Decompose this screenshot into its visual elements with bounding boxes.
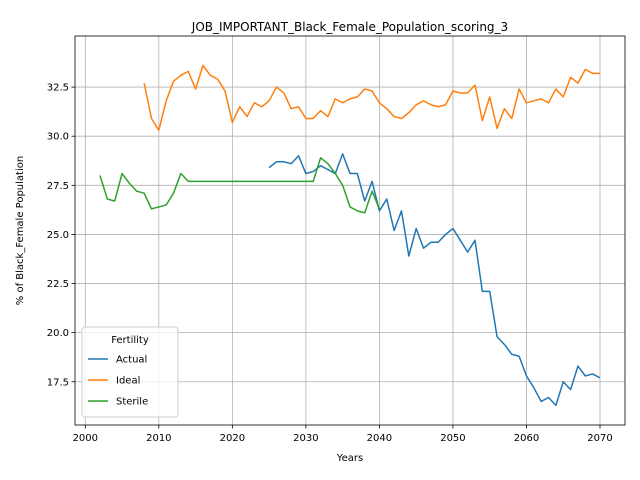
series-lines: [99, 64, 601, 407]
y-tick-label: 22.5: [47, 279, 69, 290]
x-tick-label: 2070: [587, 433, 612, 444]
x-tick-label: 2020: [220, 433, 245, 444]
x-tick-label: 2010: [146, 433, 171, 444]
series-line-actual: [268, 153, 601, 407]
y-axis-ticks: 17.5 20.0 22.5 25.0 27.5 30.0 32.5: [47, 83, 75, 388]
legend-label-sterile: Sterile: [116, 397, 148, 408]
y-tick-label: 27.5: [47, 181, 69, 192]
y-tick-label: 20.0: [47, 328, 69, 339]
plot-frame: [74, 35, 626, 426]
legend-items: Actual Ideal Sterile: [88, 355, 148, 408]
x-tick-label: 2050: [440, 433, 465, 444]
legend: Fertility Actual Ideal Sterile: [81, 326, 179, 418]
x-axis-ticks: 2000 2010 2020 2030 2040 2050 2060 2070: [73, 425, 613, 444]
legend-title: Fertility: [111, 335, 149, 346]
x-axis-label: Years: [336, 453, 363, 464]
series-line-ideal: [143, 64, 600, 132]
chart-title: JOB_IMPORTANT_Black_Female_Population_sc…: [191, 20, 508, 34]
x-tick-label: 2040: [367, 433, 392, 444]
y-tick-label: 17.5: [47, 377, 69, 388]
x-tick-label: 2060: [514, 433, 539, 444]
x-tick-label: 2030: [293, 433, 318, 444]
series-line-sterile: [99, 157, 381, 214]
y-tick-label: 30.0: [47, 132, 69, 143]
x-tick-label: 2000: [73, 433, 98, 444]
y-tick-label: 25.0: [47, 230, 69, 241]
legend-box: [81, 326, 179, 418]
y-tick-label: 32.5: [47, 83, 69, 94]
grid-lines: [75, 36, 625, 425]
y-axis-label: % of Black_Female Population: [15, 156, 26, 305]
legend-label-ideal: Ideal: [116, 376, 140, 387]
legend-label-actual: Actual: [116, 355, 147, 366]
